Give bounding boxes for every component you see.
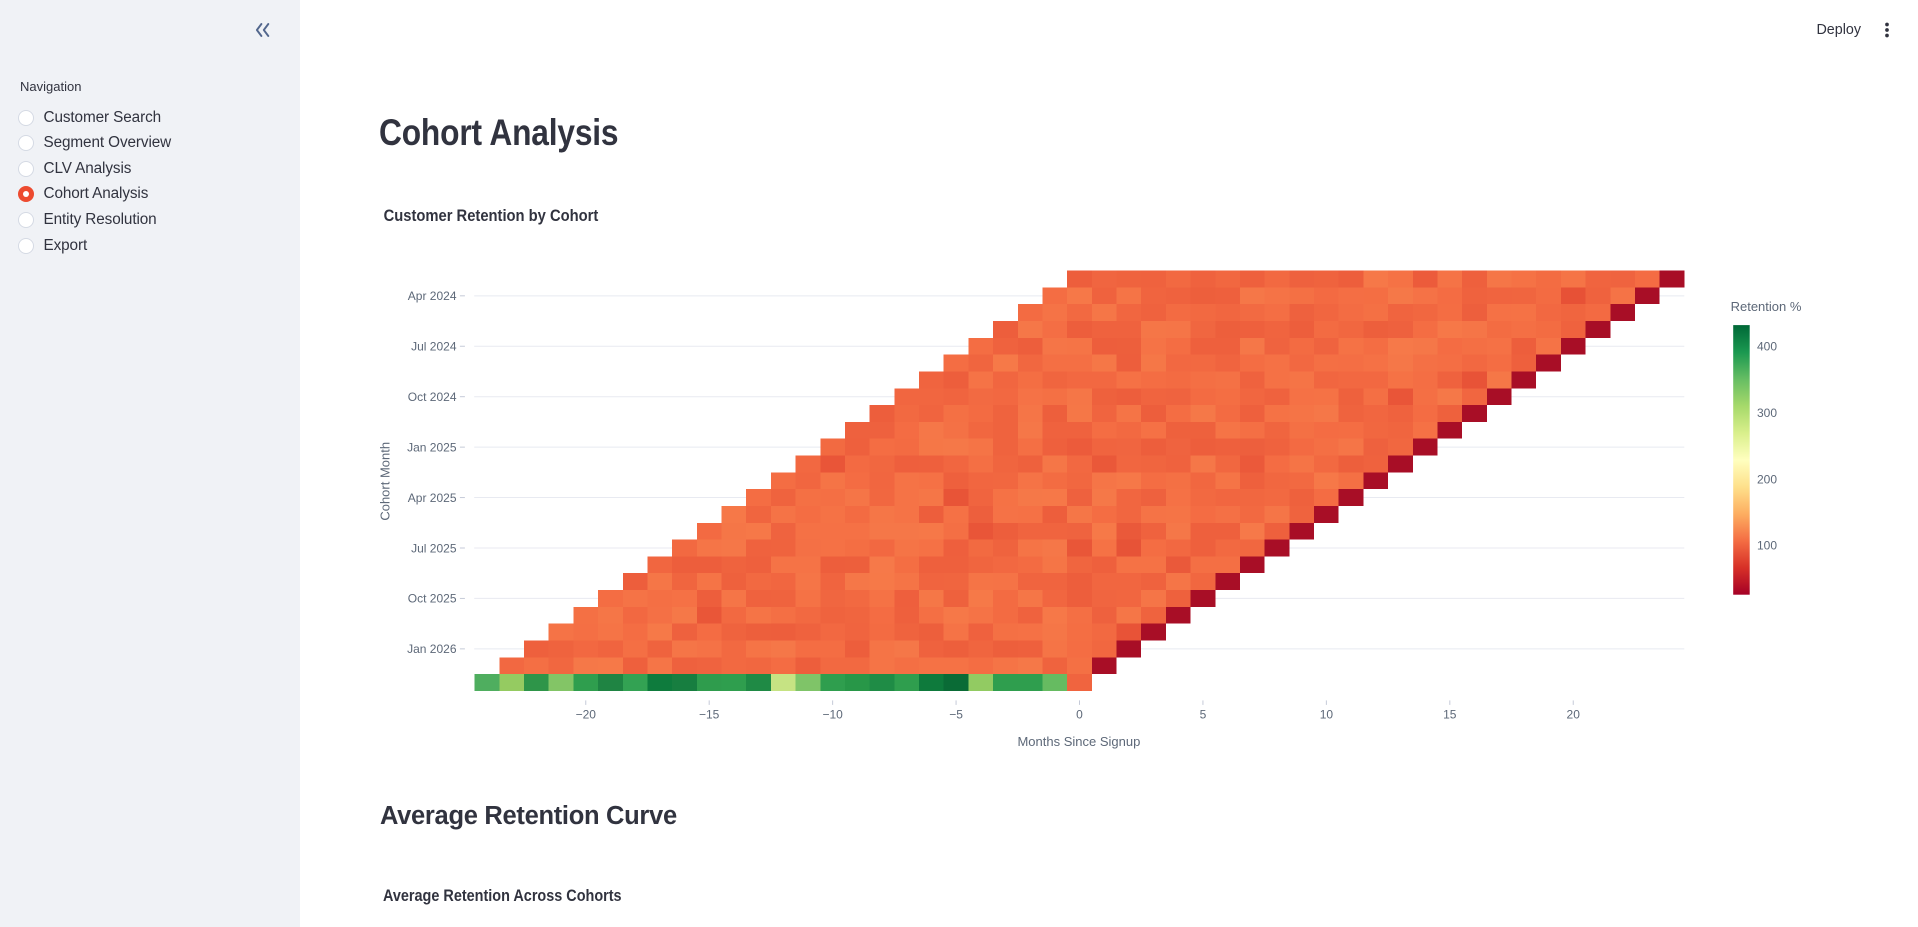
svg-text:Cohort Month: Cohort Month [378,442,392,521]
svg-text:5: 5 [1200,707,1207,721]
svg-text:Apr 2025: Apr 2025 [408,491,457,505]
svg-text:0: 0 [1076,707,1083,721]
svg-text:10: 10 [1320,707,1334,721]
svg-text:Oct 2025: Oct 2025 [408,592,457,606]
svg-text:Apr 2024: Apr 2024 [408,289,457,303]
svg-text:15: 15 [1443,707,1457,721]
svg-text:Retention %: Retention % [1731,299,1802,314]
svg-text:Jan 2025: Jan 2025 [407,440,457,454]
svg-text:20: 20 [1567,707,1581,721]
svg-text:−15: −15 [699,707,720,721]
svg-text:Jul 2024: Jul 2024 [411,340,457,354]
svg-text:100: 100 [1757,539,1777,553]
svg-text:200: 200 [1757,472,1777,486]
svg-text:Customer Retention by Cohort: Customer Retention by Cohort [384,207,599,225]
svg-text:300: 300 [1757,406,1777,420]
svg-text:Months Since Signup: Months Since Signup [1017,734,1140,749]
svg-text:Jan 2026: Jan 2026 [407,642,457,656]
svg-text:−10: −10 [822,707,843,721]
svg-text:−20: −20 [576,707,597,721]
svg-text:400: 400 [1757,340,1777,354]
svg-text:Oct 2024: Oct 2024 [408,390,457,404]
svg-text:Jul 2025: Jul 2025 [411,541,457,555]
svg-text:−5: −5 [949,707,963,721]
